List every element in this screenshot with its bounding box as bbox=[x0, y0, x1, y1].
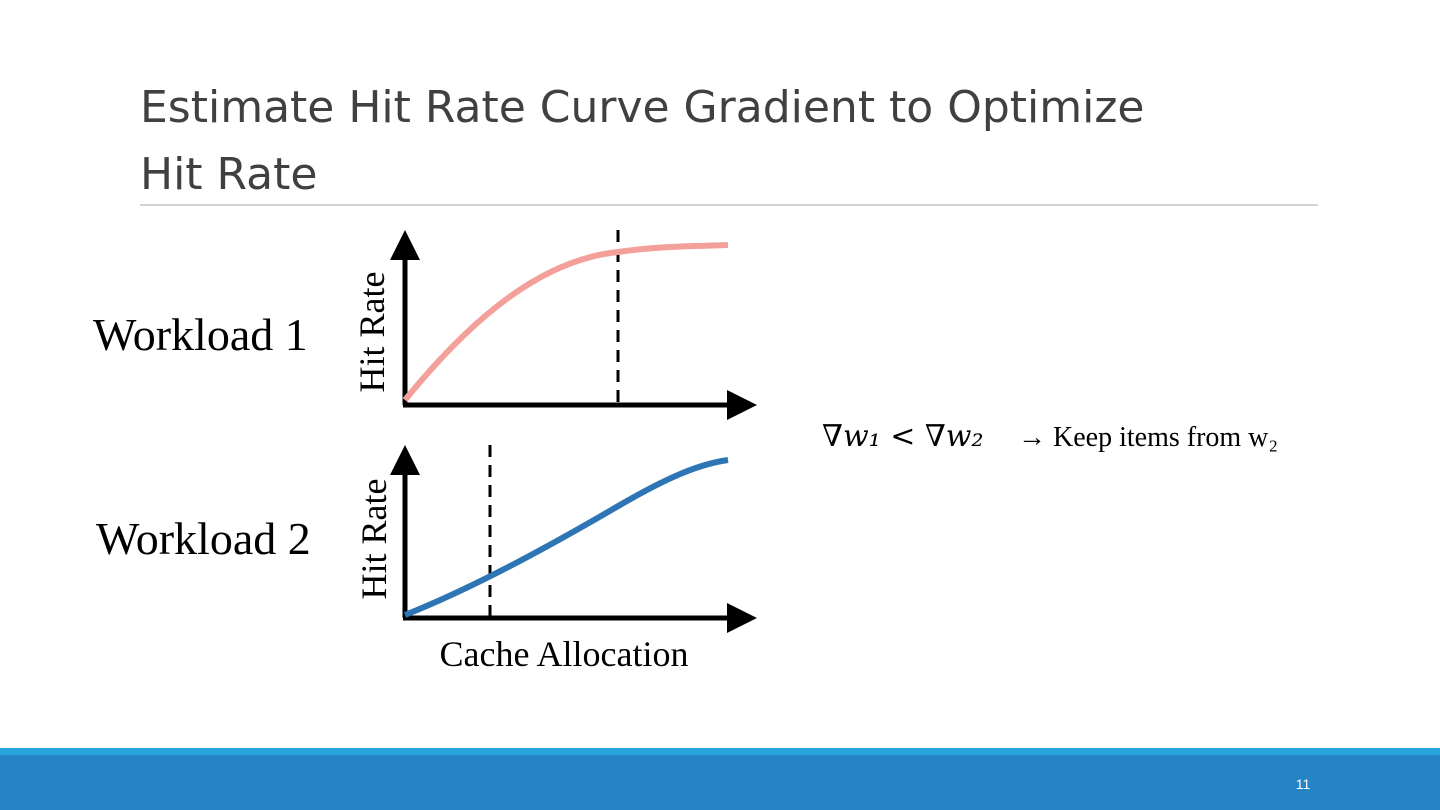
plot-2: Workload 2 Hit Rate bbox=[96, 445, 757, 633]
workload-label: Workload 1 bbox=[93, 309, 308, 360]
y-axis-label: Hit Rate bbox=[352, 272, 392, 393]
footer-stripe bbox=[0, 748, 1440, 755]
arrow-head bbox=[390, 230, 420, 260]
hit-rate-curve bbox=[403, 457, 729, 618]
x-axis-label: Cache Allocation bbox=[440, 634, 689, 674]
formula: ∇w₁ < ∇w₂ bbox=[822, 419, 984, 454]
arrow-head bbox=[727, 390, 757, 420]
plot-1: Workload 1 Hit Rate bbox=[93, 230, 757, 420]
footer-band bbox=[0, 755, 1440, 810]
arrow-head bbox=[727, 603, 757, 633]
y-axis-label: Hit Rate bbox=[354, 479, 394, 600]
page-number: 11 bbox=[1296, 776, 1311, 792]
title-line: Estimate Hit Rate Curve Gradient to Opti… bbox=[140, 82, 1145, 133]
hit-rate-curve bbox=[402, 242, 729, 402]
title-line: Hit Rate bbox=[140, 149, 317, 200]
workload-label: Workload 2 bbox=[96, 513, 311, 564]
arrow-head bbox=[390, 445, 420, 475]
conclusion: → Keep items from w₂ bbox=[1018, 422, 1278, 453]
